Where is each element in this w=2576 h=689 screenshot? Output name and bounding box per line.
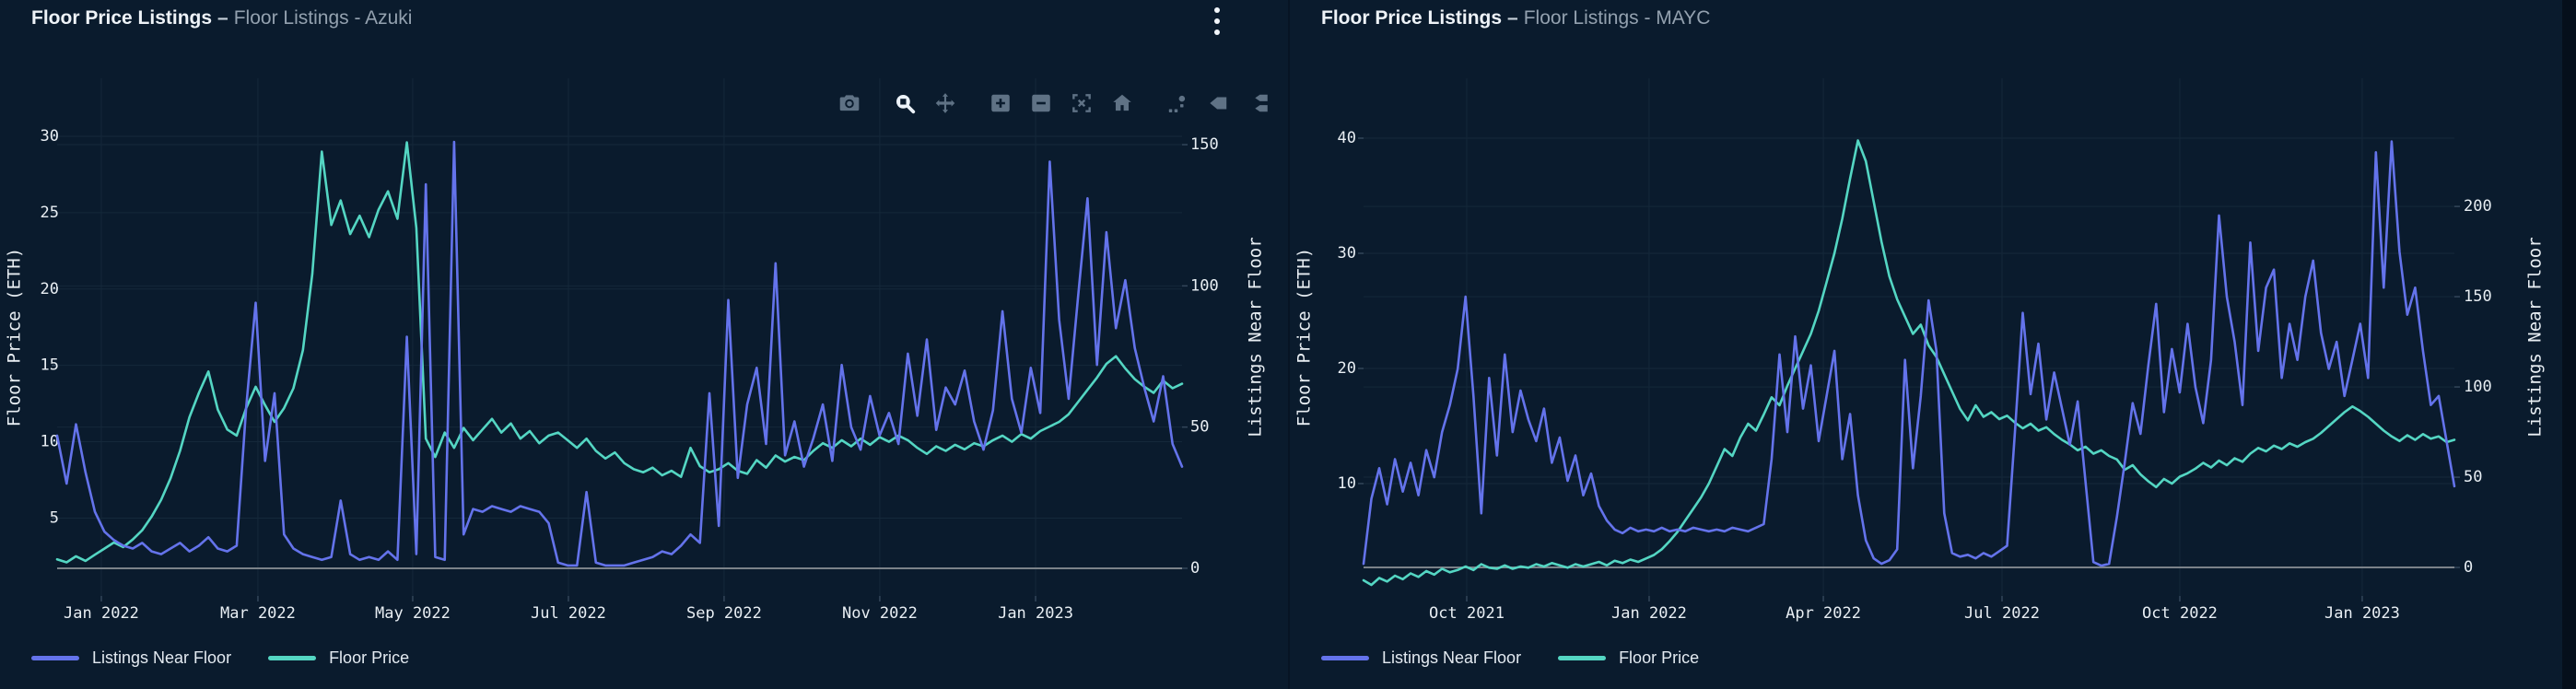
series-line-listings-near-floor — [55, 140, 1184, 567]
chart-subtitle: Floor Listings - MAYC — [1523, 7, 1711, 29]
y-axis-left-tick-label: 10 — [1338, 474, 1356, 493]
y-axis-left-title: Floor Price (ETH) — [5, 248, 25, 426]
x-axis-tick-label: Jul 2022 — [1964, 604, 2040, 623]
legend-swatch-listings — [1321, 656, 1369, 660]
y-axis-left-tick-label: 5 — [50, 508, 59, 527]
y-axis-left-tick-label: 10 — [41, 433, 59, 451]
chart-title: Floor Price Listings – Floor Listings - MA… — [1321, 7, 1710, 29]
reset-axes-home-icon[interactable] — [1102, 85, 1142, 122]
legend-swatch-listings — [31, 656, 79, 660]
chart-title-main: Floor Price Listings — [31, 7, 213, 29]
legend-label: Floor Price — [329, 648, 410, 667]
kebab-dot — [1214, 18, 1220, 24]
legend-item-listings-near-floor[interactable]: Listings Near Floor — [1321, 648, 1521, 668]
chart-panel-mayc: Oct 2021 Jan 2022 Apr 2022 Jul 2022 Oct 2022… — [1288, 0, 2576, 689]
y-axis-right-tick-label: 150 — [1190, 135, 1219, 154]
legend-item-floor-price[interactable]: Floor Price — [1558, 648, 1699, 668]
chart-title-main: Floor Price Listings — [1321, 7, 1503, 29]
legend-item-floor-price[interactable]: Floor Price — [268, 648, 409, 668]
kebab-dot — [1214, 29, 1220, 35]
chart-canvas-azuki[interactable]: Jan 2022 Mar 2022 May 2022 Jul 2022 Sep 2022… — [0, 0, 1288, 689]
y-axis-right-title: Listings Near Floor — [1246, 237, 1266, 437]
x-axis-tick-label: Nov 2022 — [842, 604, 918, 623]
chart-title-separator: – — [217, 7, 228, 29]
y-axis-left-tick-label: 25 — [41, 204, 59, 222]
download-camera-icon[interactable] — [829, 85, 870, 122]
autoscale-icon[interactable] — [1061, 85, 1102, 122]
legend-swatch-floor-price — [268, 656, 317, 660]
y-axis-right-tick-label: 50 — [2464, 468, 2482, 486]
zoom-in-icon[interactable] — [980, 85, 1021, 122]
chart-subtitle: Floor Listings - Azuki — [233, 7, 413, 29]
zoom-tool-icon[interactable] — [884, 85, 925, 122]
series-line-floor-price — [55, 141, 1184, 564]
x-axis-tick-label: Jan 2022 — [1611, 604, 1687, 623]
y-axis-right-tick-label: 100 — [1190, 276, 1219, 295]
x-axis-tick-label: May 2022 — [375, 604, 451, 623]
legend-label: Listings Near Floor — [92, 648, 232, 667]
chart-legend: Listings Near Floor Floor Price — [31, 648, 409, 668]
kebab-dot — [1214, 7, 1220, 13]
y-axis-left-tick-label: 40 — [1338, 129, 1356, 147]
chart-legend: Listings Near Floor Floor Price — [1321, 648, 1699, 668]
y-axis-right-tick-label: 150 — [2464, 287, 2492, 306]
series-line-listings-near-floor — [1362, 140, 2456, 567]
legend-swatch-floor-price — [1558, 656, 1607, 660]
pan-tool-icon[interactable] — [925, 85, 966, 122]
y-axis-right-title: Listings Near Floor — [2525, 237, 2546, 437]
legend-item-listings-near-floor[interactable]: Listings Near Floor — [31, 648, 231, 668]
zoom-out-icon[interactable] — [1021, 85, 1061, 122]
x-axis-tick-label: Jan 2023 — [2324, 604, 2400, 623]
y-axis-left-title: Floor Price (ETH) — [1294, 248, 1315, 426]
panel-menu-button[interactable] — [1207, 6, 1227, 37]
y-axis-left-tick-label: 20 — [41, 280, 59, 298]
x-axis-tick-label: Apr 2022 — [1786, 604, 1861, 623]
y-axis-left-tick-label: 15 — [41, 356, 59, 375]
y-axis-left-tick-label: 20 — [1338, 359, 1356, 378]
y-axis-right-tick-label: 0 — [2464, 558, 2473, 577]
y-axis-right-tick-label: 50 — [1190, 418, 1209, 437]
x-axis-tick-label: Jan 2022 — [64, 604, 139, 623]
scroll-gutter — [2562, 0, 2576, 689]
x-axis-tick-label: Oct 2022 — [2142, 604, 2218, 623]
y-axis-left-tick-label: 30 — [1338, 244, 1356, 263]
legend-label: Listings Near Floor — [1382, 648, 1522, 667]
plotly-modebar — [829, 85, 1279, 122]
chart-panel-azuki: Jan 2022 Mar 2022 May 2022 Jul 2022 Sep 2022… — [0, 0, 1288, 689]
x-axis-tick-label: Mar 2022 — [220, 604, 296, 623]
x-axis-tick-label: Sep 2022 — [686, 604, 762, 623]
chart-title-separator: – — [1507, 7, 1518, 29]
x-axis-tick-label: Jul 2022 — [531, 604, 606, 623]
x-axis-tick-label: Oct 2021 — [1429, 604, 1505, 623]
x-axis-tick-label: Jan 2023 — [998, 604, 1073, 623]
chart-canvas-mayc[interactable]: Oct 2021 Jan 2022 Apr 2022 Jul 2022 Oct 2022… — [1290, 0, 2576, 689]
hover-closest-icon[interactable] — [1198, 85, 1238, 122]
hover-compare-icon[interactable] — [1238, 85, 1279, 122]
y-axis-left-tick-label: 30 — [41, 127, 59, 146]
y-axis-right-tick-label: 0 — [1190, 559, 1200, 578]
y-axis-right-tick-label: 200 — [2464, 197, 2492, 216]
chart-title: Floor Price Listings – Floor Listings - Az… — [31, 7, 412, 29]
y-axis-right-tick-label: 100 — [2464, 378, 2492, 396]
toggle-spikelines-icon[interactable] — [1157, 85, 1198, 122]
series-line-floor-price — [1362, 139, 2456, 587]
legend-label: Floor Price — [1619, 648, 1700, 667]
